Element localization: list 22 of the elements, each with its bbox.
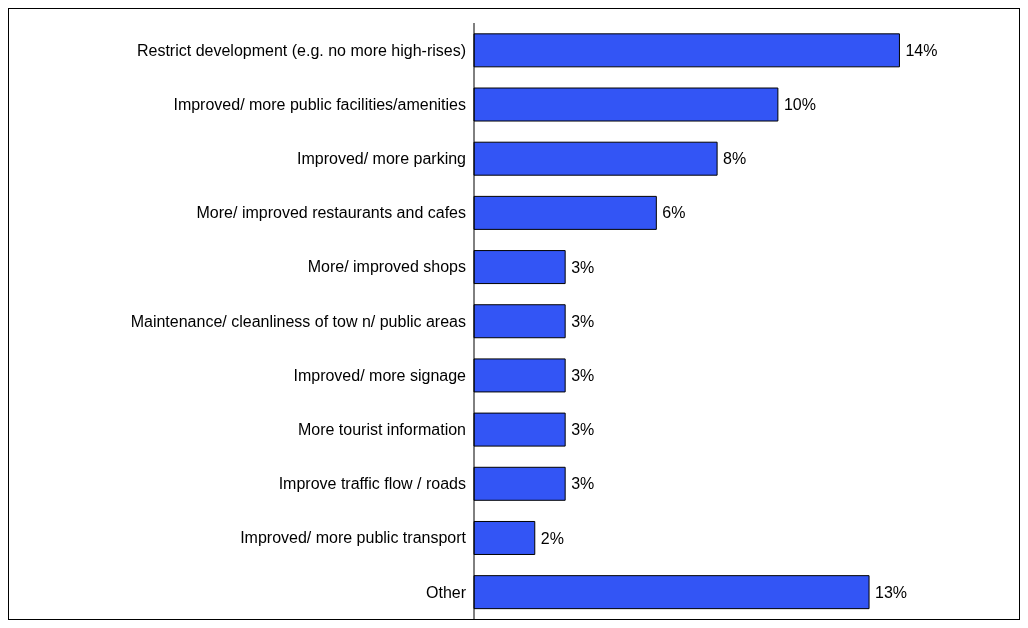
data-label: 13% [875,583,908,601]
y-tick-label: Improved/ more public transport [240,529,467,547]
y-tick-label: More tourist information [297,421,466,439]
y-tick-label: More/ improved restaurants and cafes [196,204,466,222]
y-tick-label: Restrict development (e.g. no more high-rises) [136,41,466,59]
data-label: 6% [662,204,686,222]
data-label: 3% [571,367,595,385]
y-tick-label: Improved/ more public facilities/amenities [173,95,466,113]
y-tick-label: Improve traffic flow / roads [278,475,466,493]
y-tick-label: Improved/ more signage [293,366,467,384]
y-tick-label: Improved/ more parking [297,150,466,168]
data-label: 3% [571,258,595,276]
data-label: 8% [723,150,747,168]
data-label: 3% [571,312,595,330]
data-label: 2% [540,529,564,547]
data-label: 14% [905,41,938,59]
y-tick-label: Other [425,583,467,601]
y-tick-label: Maintenance/ cleanliness of tow n/ public areas [130,312,466,330]
y-tick-label: More/ improved shops [307,258,466,276]
data-label: 3% [571,475,595,493]
data-label: 3% [571,421,595,439]
data-label: 10% [783,96,816,114]
